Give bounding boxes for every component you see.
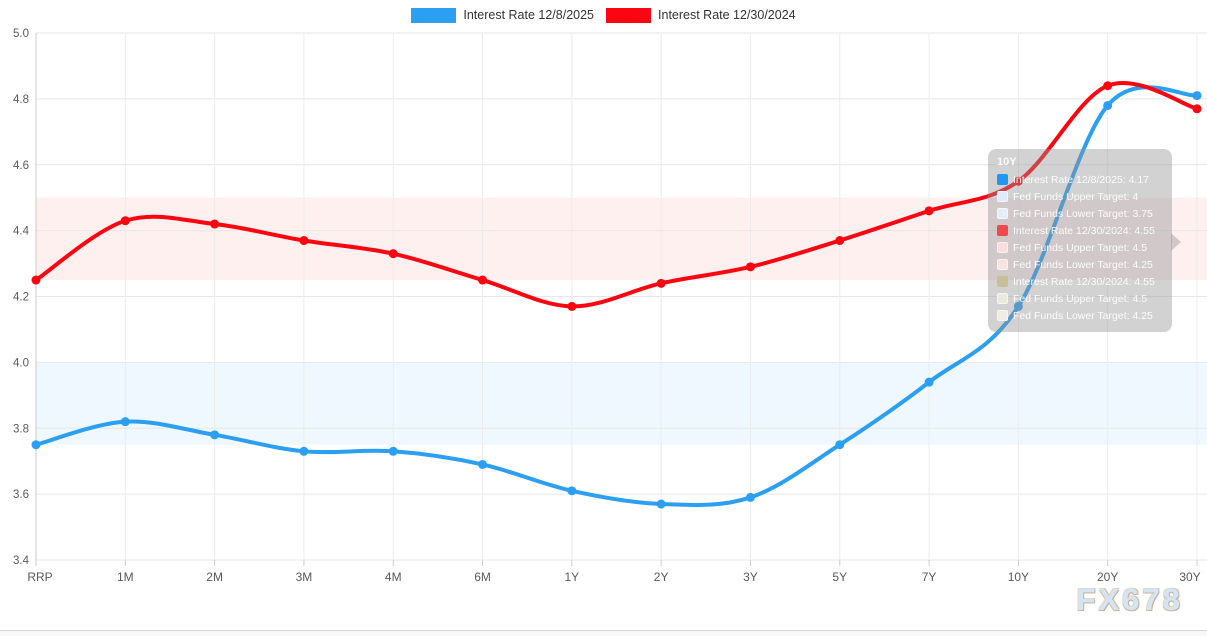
- x-axis-label: 3M: [296, 570, 313, 584]
- watermark: FX678: [1076, 582, 1183, 617]
- legend-swatch-2025-icon: [411, 7, 457, 23]
- bottom-divider: [0, 630, 1207, 631]
- legend-item-2024[interactable]: Interest Rate 12/30/2024: [606, 7, 796, 23]
- data-point[interactable]: [656, 499, 666, 509]
- data-point[interactable]: [210, 219, 220, 229]
- data-point[interactable]: [745, 262, 755, 272]
- y-axis-label: 4.2: [13, 292, 29, 304]
- legend-swatch-2024-icon: [606, 7, 652, 23]
- data-point[interactable]: [567, 301, 577, 311]
- data-point[interactable]: [1192, 91, 1202, 101]
- data-point[interactable]: [478, 275, 488, 285]
- data-point[interactable]: [120, 417, 130, 427]
- x-axis-label: 10Y: [1008, 570, 1029, 584]
- x-axis-label: 2M: [206, 570, 223, 584]
- legend-item-2025[interactable]: Interest Rate 12/8/2025: [411, 7, 594, 23]
- data-point[interactable]: [388, 249, 398, 259]
- data-point[interactable]: [210, 430, 220, 440]
- x-axis-label: 4M: [385, 570, 402, 584]
- x-axis-label: 5Y: [832, 570, 847, 584]
- chart-legend: Interest Rate 12/8/2025 Interest Rate 12…: [0, 7, 1207, 23]
- data-point[interactable]: [120, 216, 130, 226]
- x-axis-label: RRP: [27, 570, 52, 584]
- x-axis-label: 3Y: [743, 570, 758, 584]
- x-axis-label: 20Y: [1097, 570, 1118, 584]
- legend-label-2025: Interest Rate 12/8/2025: [463, 8, 595, 22]
- x-axis-label: 6M: [474, 570, 491, 584]
- data-point[interactable]: [299, 236, 309, 246]
- data-point[interactable]: [656, 278, 666, 288]
- data-point[interactable]: [1192, 104, 1202, 114]
- yield-curve-chart[interactable]: 5.0 4.8 4.6 4.4 4.2 4.0 3.8 3.6 3.4 RRP 1M 2M 3M 4M 6M…: [0, 0, 1207, 600]
- y-axis-label: 5.0: [13, 28, 29, 40]
- data-point[interactable]: [1013, 176, 1023, 186]
- legend-label-2024: Interest Rate 12/30/2024: [658, 8, 796, 22]
- data-point[interactable]: [478, 459, 488, 469]
- x-axis-label: 2Y: [654, 570, 669, 584]
- data-point[interactable]: [31, 440, 41, 450]
- data-point[interactable]: [835, 440, 845, 450]
- data-point[interactable]: [1013, 301, 1023, 311]
- y-axis-label: 4.8: [13, 94, 29, 106]
- y-axis-label: 3.4: [13, 555, 30, 567]
- data-point[interactable]: [924, 377, 934, 387]
- x-axis-label: 1Y: [565, 570, 580, 584]
- data-point[interactable]: [745, 492, 755, 502]
- band-0: [36, 197, 1207, 281]
- data-point[interactable]: [1103, 81, 1113, 91]
- data-point[interactable]: [31, 275, 41, 285]
- y-axis-label: 4.6: [13, 160, 29, 172]
- y-axis-label: 3.6: [13, 489, 29, 501]
- bottom-strip: [0, 631, 1207, 636]
- data-point[interactable]: [835, 236, 845, 246]
- y-axis-label: 3.8: [13, 423, 29, 435]
- x-axis-label: 1M: [117, 570, 134, 584]
- x-axis-label: 30Y: [1179, 570, 1200, 584]
- data-point[interactable]: [567, 486, 577, 496]
- y-axis-label: 4.0: [13, 357, 29, 369]
- data-point[interactable]: [388, 446, 398, 456]
- data-point[interactable]: [1103, 100, 1113, 110]
- x-axis-label: 7Y: [922, 570, 937, 584]
- data-point[interactable]: [299, 446, 309, 456]
- band-1: [36, 362, 1207, 445]
- y-axis-label: 4.4: [13, 226, 30, 238]
- data-point[interactable]: [924, 206, 934, 216]
